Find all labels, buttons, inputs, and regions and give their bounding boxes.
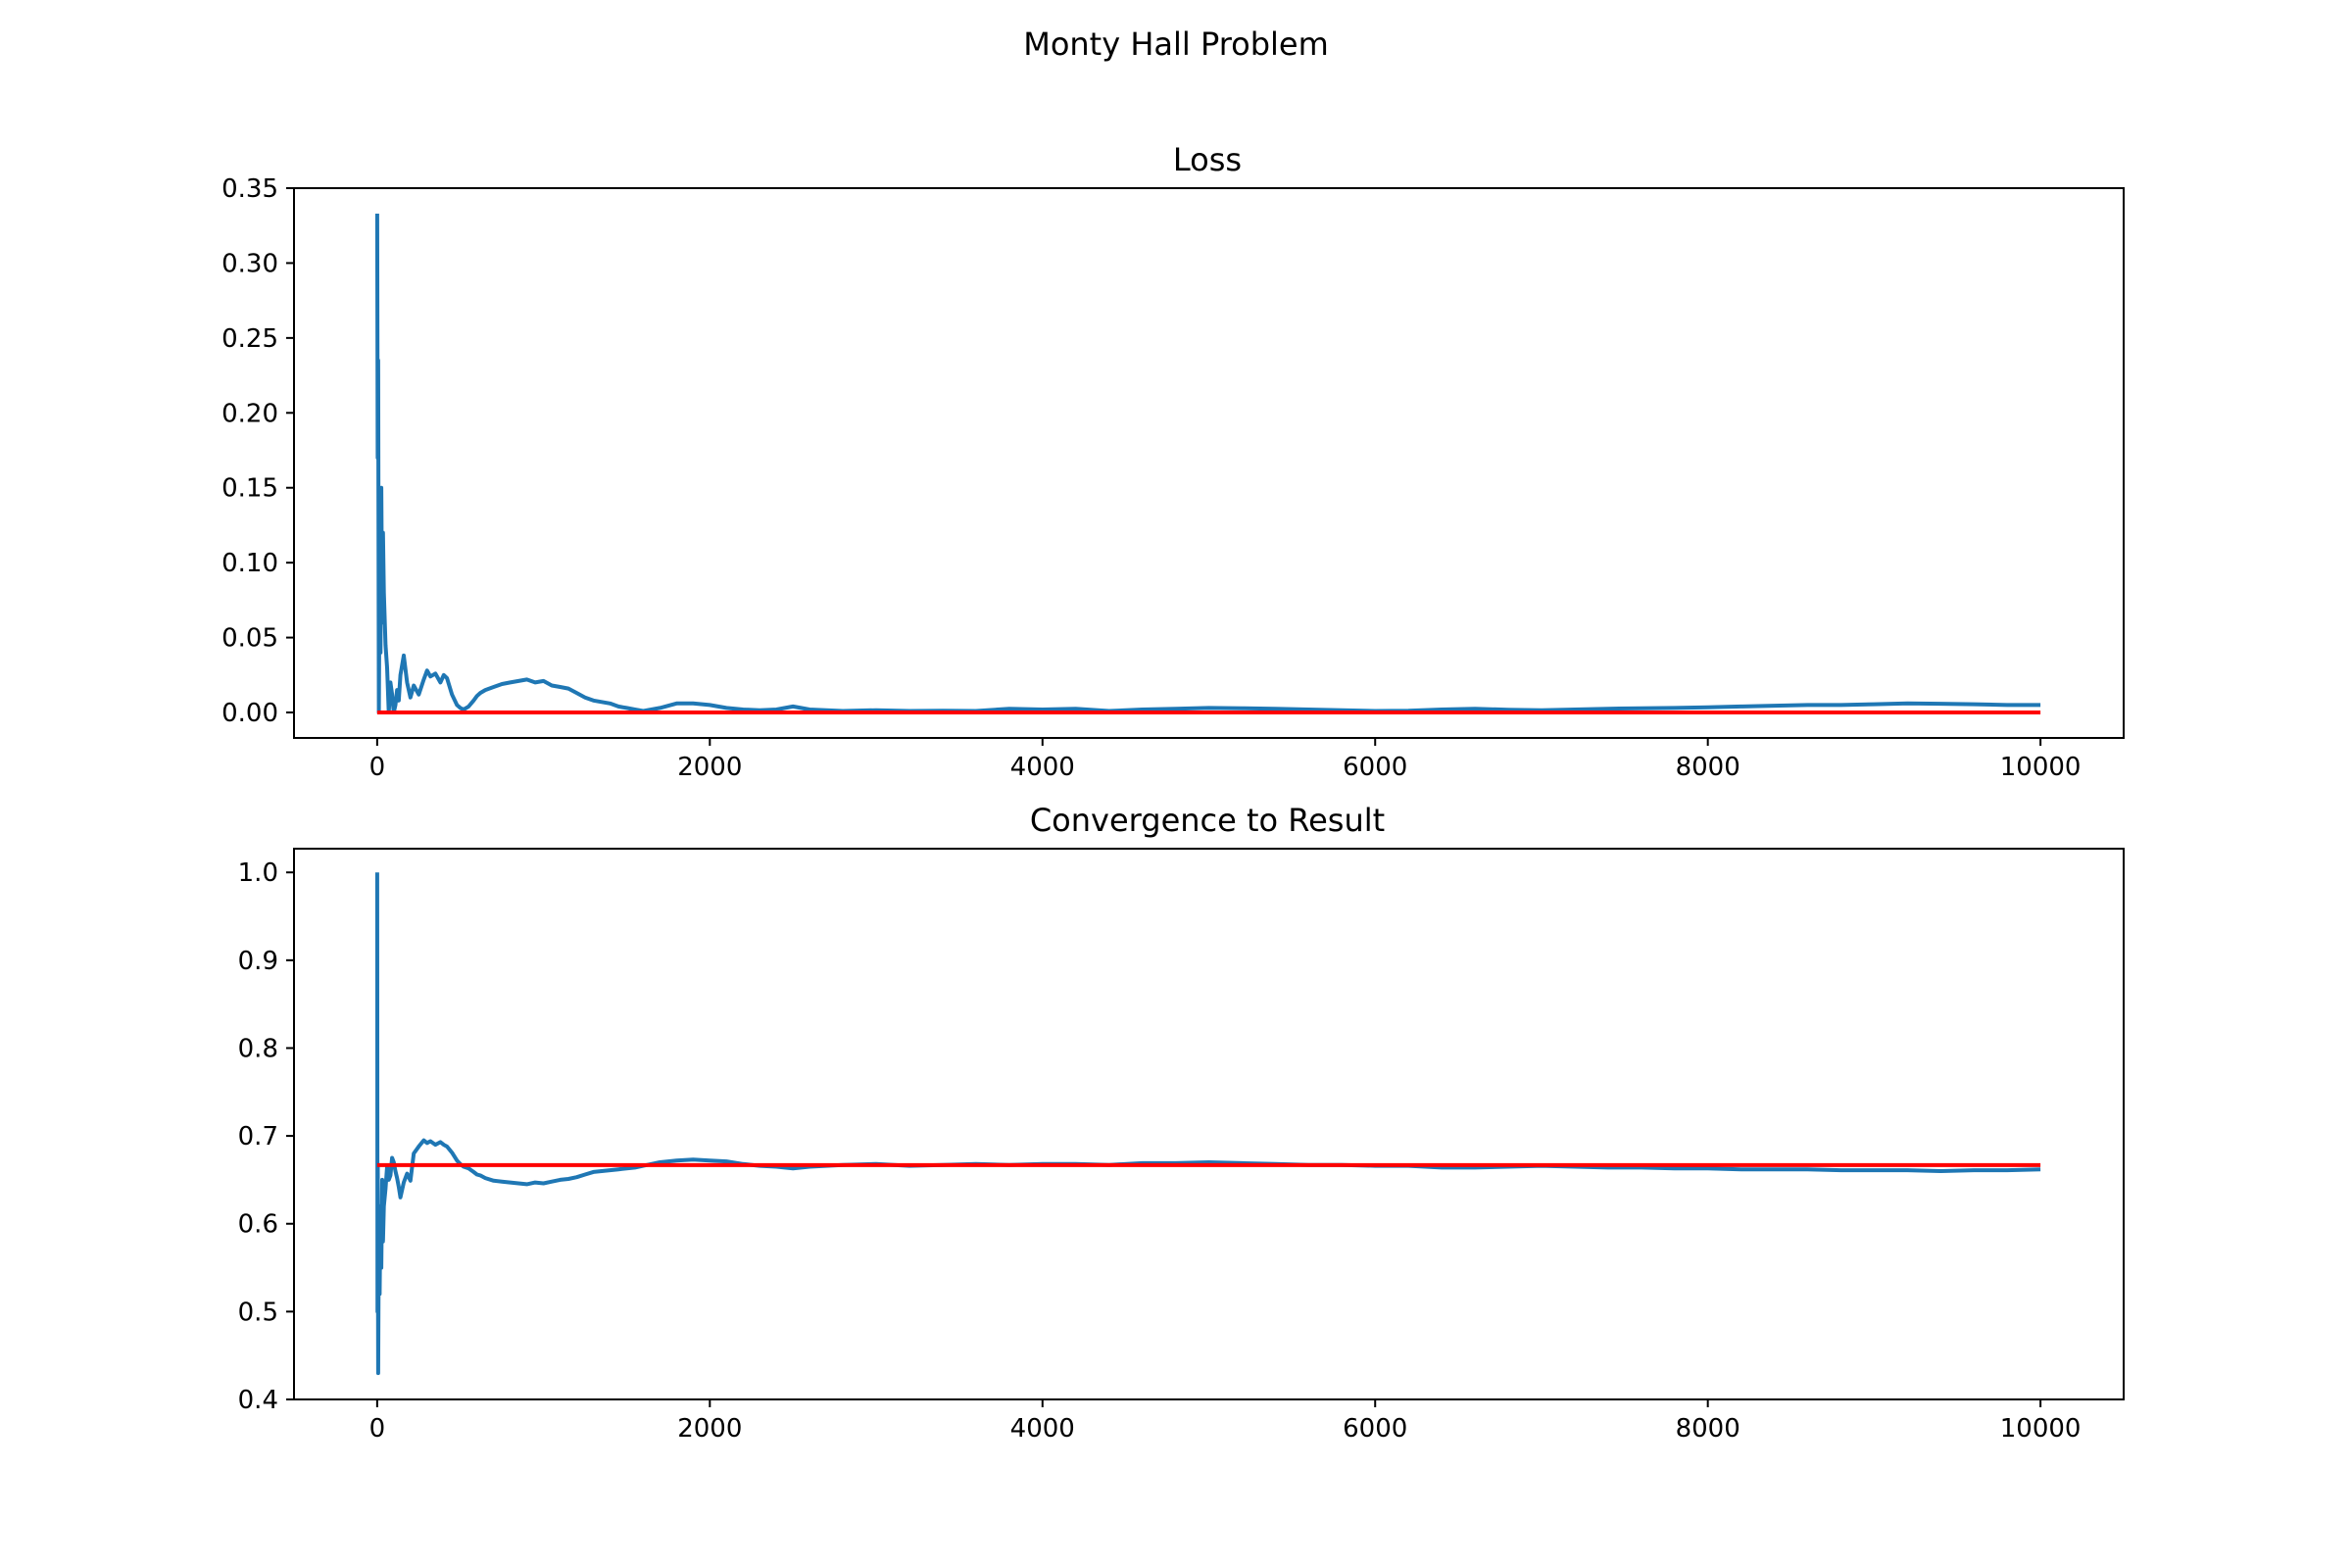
convergence-y-tick-label: 0.7	[238, 1122, 278, 1152]
loss-series-group	[374, 213, 2041, 714]
convergence-y-tick-label: 1.0	[238, 858, 278, 888]
loss-y-tick-label: 0.35	[221, 174, 278, 204]
convergence-chart: Convergence to Result 0 2000 4000 6000 8000 1…	[238, 802, 2125, 1444]
loss-x-tick-label: 4000	[1010, 753, 1075, 782]
loss-x-tick-label: 6000	[1343, 753, 1407, 782]
loss-chart-title: Loss	[1173, 141, 1242, 178]
convergence-chart-frame	[293, 848, 2125, 1400]
loss-x-tick-label: 2000	[677, 753, 742, 782]
convergence-y-tick-label: 0.4	[238, 1386, 278, 1415]
convergence-y-tick-label: 0.8	[238, 1034, 278, 1063]
convergence-y-tick-label: 0.5	[238, 1298, 278, 1327]
convergence-y-tick-label: 0.9	[238, 947, 278, 976]
loss-x-tick-label: 8000	[1676, 753, 1740, 782]
convergence-x-tick-label: 4000	[1010, 1414, 1075, 1444]
convergence-x-tick-label: 6000	[1343, 1414, 1407, 1444]
loss-series-line	[374, 213, 2041, 714]
convergence-chart-title: Convergence to Result	[1030, 802, 1385, 839]
loss-y-tick-label: 0.30	[221, 249, 278, 278]
convergence-x-tick-label: 8000	[1676, 1414, 1740, 1444]
convergence-x-tick-label: 2000	[677, 1414, 742, 1444]
loss-x-tick-label: 0	[369, 753, 386, 782]
loss-x-tick-label: 10000	[2000, 753, 2082, 782]
loss-y-tick-label: 0.10	[221, 549, 278, 578]
loss-y-tick-label: 0.20	[221, 399, 278, 428]
convergence-y-tick-label: 0.6	[238, 1210, 278, 1240]
loss-chart-frame	[293, 187, 2125, 739]
convergence-x-tick-label: 0	[369, 1414, 386, 1444]
loss-y-tick-label: 0.15	[221, 474, 278, 504]
loss-chart: Loss 0 2000 4000 6000 8000 10000 0.00 0.05 0.10 0…	[221, 141, 2125, 782]
loss-y-tick-label: 0.00	[221, 699, 278, 728]
convergence-x-tick-label: 10000	[2000, 1414, 2082, 1444]
convergence-series-line	[374, 872, 2041, 1376]
figure-title: Monty Hall Problem	[1023, 25, 1329, 63]
loss-y-tick-label: 0.25	[221, 324, 278, 354]
convergence-series-group	[374, 872, 2041, 1376]
loss-y-tick-label: 0.05	[221, 624, 278, 654]
